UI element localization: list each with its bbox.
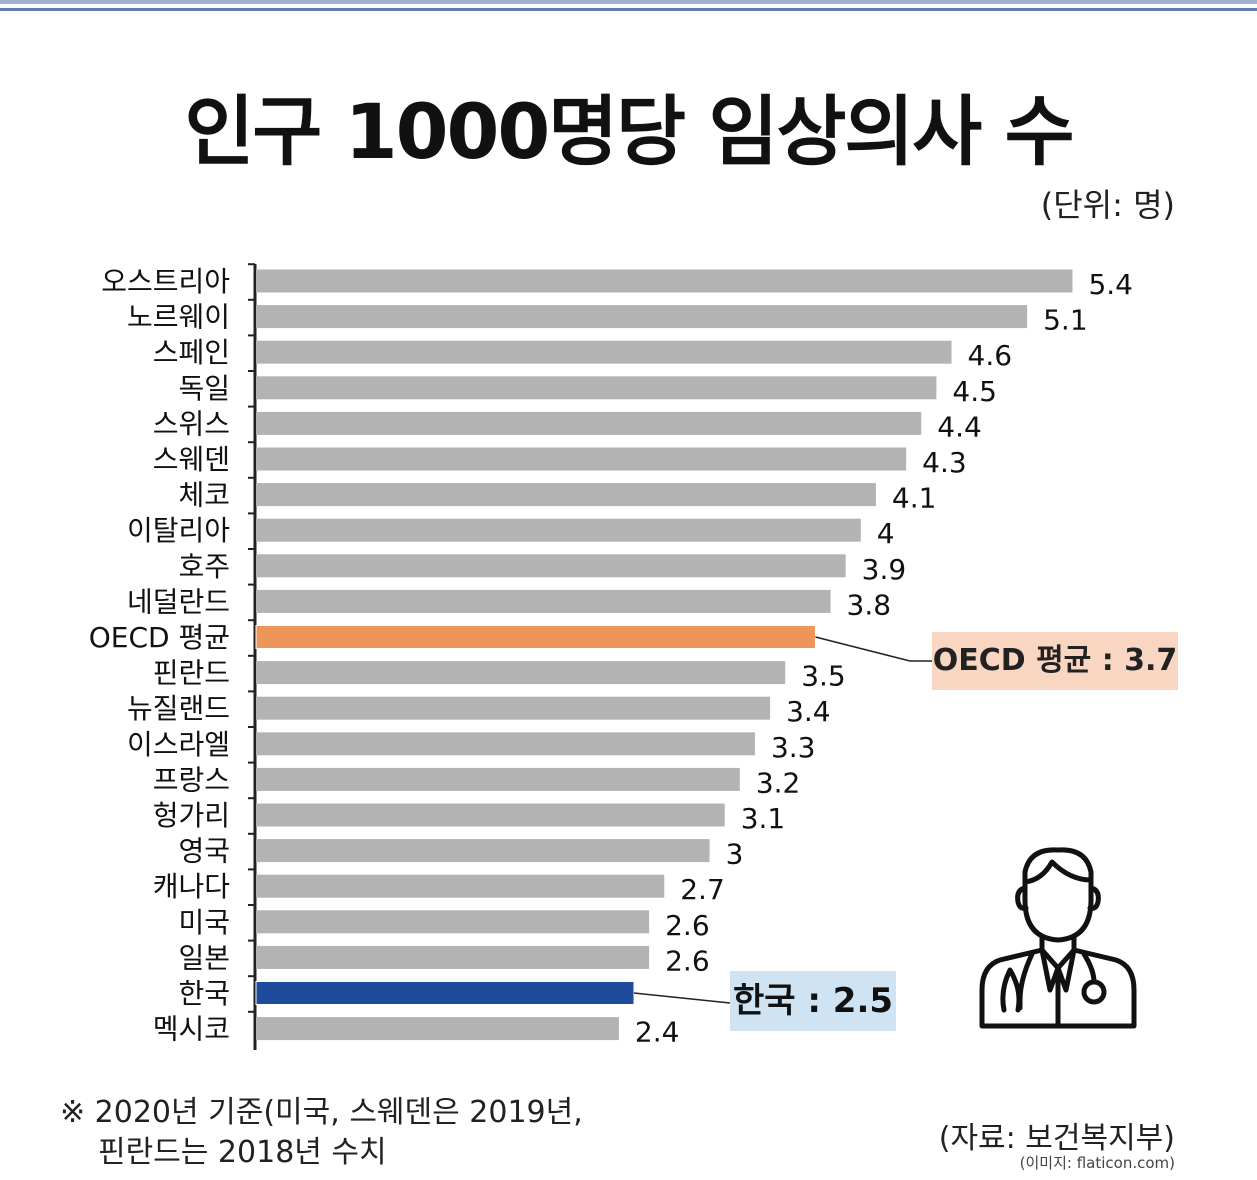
category-label: 오스트리아 xyxy=(101,265,230,298)
value-label: 2.4 xyxy=(635,1016,680,1049)
category-label: 프랑스 xyxy=(153,763,230,796)
value-label: 2.6 xyxy=(665,909,710,942)
category-label: 영국 xyxy=(178,835,230,868)
category-label: 한국 xyxy=(178,977,230,1010)
value-label: 3.8 xyxy=(847,588,892,621)
value-label: 3.4 xyxy=(786,695,831,728)
category-label: 독일 xyxy=(178,372,230,405)
doctor-icon xyxy=(979,847,1137,1029)
korea-leader-line xyxy=(633,992,731,1004)
oecd-leader-line xyxy=(815,636,932,662)
bar xyxy=(256,661,786,685)
value-label: 3.9 xyxy=(862,553,907,586)
bar-chart: 오스트리아 5.4 노르웨이 5.1 스페인 4.6 독일 4.5 스위스 4.4 스웨덴 4.3 체코… xyxy=(89,263,1133,1050)
bar xyxy=(256,483,876,507)
value-label: 3.5 xyxy=(801,660,846,693)
bar xyxy=(256,732,755,756)
bar xyxy=(256,874,665,898)
bar xyxy=(256,376,937,400)
unit-label: (단위: 명) xyxy=(1040,186,1175,224)
value-label: 4.3 xyxy=(922,446,967,479)
bar xyxy=(256,589,831,613)
value-label: 3.3 xyxy=(771,731,816,764)
category-label: 노르웨이 xyxy=(127,301,230,334)
bar xyxy=(256,767,740,791)
category-label: 스페인 xyxy=(153,336,230,369)
bar xyxy=(256,305,1028,329)
bar xyxy=(256,411,922,435)
bar xyxy=(256,554,846,578)
category-label: 뉴질랜드 xyxy=(127,692,230,725)
top-border xyxy=(0,0,1257,14)
value-label: 3.1 xyxy=(741,802,786,835)
chart-title: 인구 1000명당 임상의사 수 xyxy=(184,87,1074,176)
bar xyxy=(256,447,907,471)
category-label: 헝가리 xyxy=(153,799,230,832)
category-label: 호주 xyxy=(178,550,230,583)
value-label: 4.6 xyxy=(968,339,1013,372)
category-label: 미국 xyxy=(178,906,230,939)
category-label: 핀란드 xyxy=(153,657,230,690)
category-label: 멕시코 xyxy=(153,1013,230,1046)
bar xyxy=(256,696,771,720)
bar xyxy=(256,839,710,863)
bar xyxy=(255,625,816,649)
bar xyxy=(256,269,1073,293)
category-label: 이탈리아 xyxy=(127,514,230,547)
category-label: 일본 xyxy=(178,941,230,974)
category-label: 체코 xyxy=(178,479,230,512)
bar xyxy=(256,945,650,969)
value-label: 4.5 xyxy=(952,375,997,408)
korea-callout: 한국 : 2.5 xyxy=(730,971,896,1031)
bar xyxy=(255,981,635,1005)
bar xyxy=(256,1017,619,1041)
category-label: 스웨덴 xyxy=(153,443,230,476)
value-label: 4.4 xyxy=(937,410,982,443)
category-label: 네덜란드 xyxy=(127,585,230,618)
value-label: 4.1 xyxy=(892,482,937,515)
oecd-average-callout: OECD 평균 : 3.7 xyxy=(932,632,1178,690)
footnote: ※ 2020년 기준(미국, 스웨덴은 2019년, 핀란드는 2018년 수치 xyxy=(60,1093,583,1173)
category-label: OECD 평균 xyxy=(89,621,230,654)
bar xyxy=(256,518,861,542)
category-label: 캐나다 xyxy=(153,870,230,903)
category-label: 이스라엘 xyxy=(127,728,230,761)
value-label: 5.4 xyxy=(1088,268,1133,301)
value-label: 4 xyxy=(877,517,895,550)
value-label: 2.7 xyxy=(680,873,725,906)
bar xyxy=(256,803,725,827)
value-label: 3.2 xyxy=(756,766,801,799)
image-credit: (이미지: flaticon.com) xyxy=(1019,1154,1175,1172)
value-label: 5.1 xyxy=(1043,304,1088,337)
bar xyxy=(256,910,650,934)
category-label: 스위스 xyxy=(153,407,230,440)
bar xyxy=(256,340,952,364)
footnote-line1: ※ 2020년 기준(미국, 스웨덴은 2019년, xyxy=(60,1095,583,1130)
value-label: 2.6 xyxy=(665,944,710,977)
footnote-line2: 핀란드는 2018년 수치 xyxy=(98,1135,387,1170)
source-label: (자료: 보건복지부) xyxy=(938,1121,1175,1156)
value-label: 3 xyxy=(726,838,744,871)
